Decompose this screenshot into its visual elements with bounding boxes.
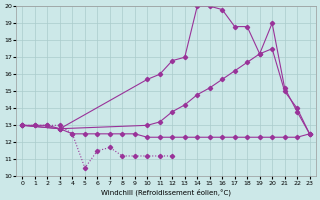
X-axis label: Windchill (Refroidissement éolien,°C): Windchill (Refroidissement éolien,°C) <box>101 188 231 196</box>
